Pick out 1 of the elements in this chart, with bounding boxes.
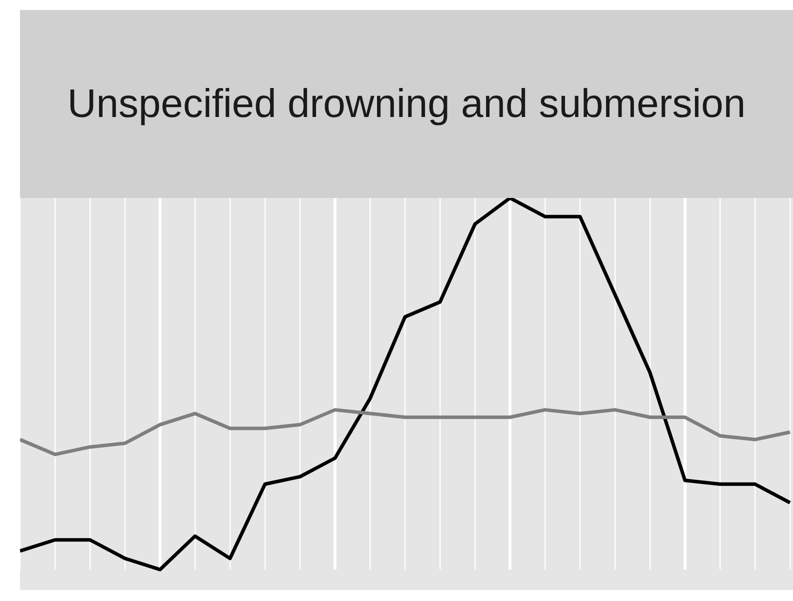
- chart-title: Unspecified drowning and submersion: [20, 10, 793, 198]
